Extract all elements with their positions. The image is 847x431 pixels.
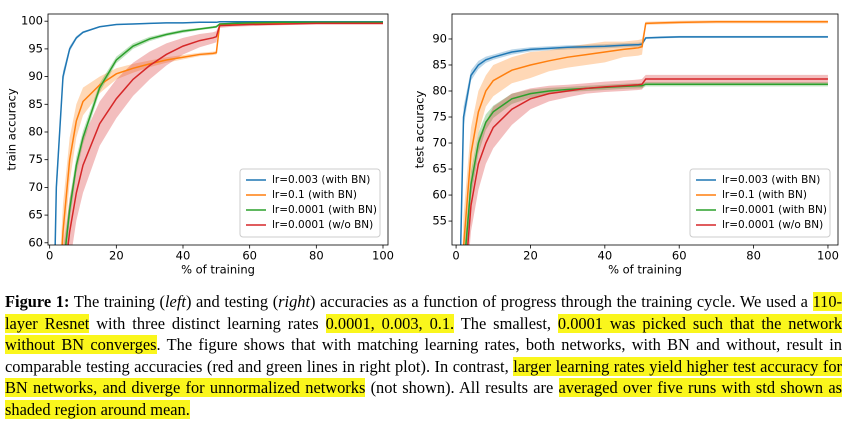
caption-text: right bbox=[278, 292, 311, 311]
legend-box bbox=[689, 168, 831, 238]
y-tick-label: 100 bbox=[21, 14, 43, 28]
y-tick-label: 65 bbox=[432, 162, 447, 176]
y-tick-label: 80 bbox=[432, 84, 447, 98]
legend-label: lr=0.1 (with BN) bbox=[722, 189, 807, 201]
std-band bbox=[54, 21, 383, 245]
x-tick-label: 20 bbox=[523, 249, 538, 263]
series-line bbox=[462, 21, 828, 245]
x-tick-label: 20 bbox=[109, 249, 124, 263]
x-tick-label: 40 bbox=[598, 249, 613, 263]
y-tick-label: 60 bbox=[432, 188, 447, 202]
figure: 0 20 40 60 80 100 60 65 70 75 80 85 90 95 100 % of trai… bbox=[5, 13, 839, 277]
caption-text: . The figure shows that with matching le… bbox=[5, 335, 842, 376]
y-tick-label: 75 bbox=[432, 110, 447, 124]
y-tick-label: 85 bbox=[432, 57, 447, 71]
plot-area bbox=[54, 21, 383, 245]
legend-label: lr=0.003 (with BN) bbox=[272, 174, 370, 186]
x-tick-label: 100 bbox=[372, 249, 394, 263]
legend-label: lr=0.0001 (w/o BN) bbox=[722, 219, 823, 231]
x-tick-label: 0 bbox=[452, 249, 459, 263]
std-band bbox=[60, 21, 383, 245]
y-tick-label: 75 bbox=[28, 152, 43, 166]
caption-text: left bbox=[165, 292, 186, 311]
axes-frame bbox=[47, 13, 389, 246]
x-tick-label: 40 bbox=[176, 249, 191, 263]
axes-frame bbox=[451, 13, 839, 246]
y-tick-label: 65 bbox=[28, 208, 43, 222]
y-tick-label: 95 bbox=[28, 41, 43, 55]
series-line bbox=[459, 36, 828, 245]
x-tick-label: 80 bbox=[309, 249, 324, 263]
y-tick-label: 55 bbox=[432, 214, 447, 228]
std-band bbox=[63, 22, 383, 245]
highlighted-text: 0.0001, 0.003, 0.1. bbox=[325, 313, 455, 333]
y-tick-label: 85 bbox=[28, 97, 43, 111]
x-tick-label: 60 bbox=[242, 249, 257, 263]
plot-area bbox=[459, 20, 828, 245]
series-line bbox=[67, 22, 383, 245]
legend-box bbox=[239, 168, 381, 238]
caption-text: The smallest, bbox=[454, 313, 558, 333]
caption-label: Figure 1: bbox=[5, 292, 70, 311]
caption-text: The training ( bbox=[69, 292, 165, 311]
series-line bbox=[467, 78, 828, 245]
caption-text: (not shown). All results are bbox=[365, 378, 559, 397]
x-axis-label: % of training bbox=[608, 263, 682, 277]
legend-label: lr=0.0001 (w/o BN) bbox=[272, 219, 373, 231]
y-tick-label: 80 bbox=[28, 124, 43, 138]
y-axis-label: test accuracy bbox=[413, 90, 427, 168]
x-tick-label: 0 bbox=[46, 249, 53, 263]
series-line bbox=[54, 21, 383, 245]
series-line bbox=[65, 21, 383, 245]
x-tick-label: 100 bbox=[817, 249, 839, 263]
caption-text: ) accuracies as a function of progress t… bbox=[310, 292, 813, 311]
legend-label: lr=0.0001 (with BN) bbox=[272, 204, 377, 216]
y-axis-label: train accuracy bbox=[5, 88, 19, 171]
legend-label: lr=0.003 (with BN) bbox=[722, 174, 820, 186]
y-tick-label: 90 bbox=[432, 31, 447, 45]
series-line bbox=[61, 21, 383, 245]
legend-label: lr=0.1 (with BN) bbox=[272, 189, 357, 201]
y-tick-label: 60 bbox=[28, 235, 43, 249]
legend-label: lr=0.0001 (with BN) bbox=[722, 204, 827, 216]
y-tick-label: 70 bbox=[28, 180, 43, 194]
caption-text: ) and testing ( bbox=[185, 292, 279, 311]
y-tick-label: 70 bbox=[432, 136, 447, 150]
x-axis-label: % of training bbox=[181, 263, 255, 277]
x-tick-label: 60 bbox=[672, 249, 687, 263]
y-tick-label: 90 bbox=[28, 69, 43, 83]
std-band bbox=[64, 21, 383, 245]
caption: Figure 1: The training (left) and testin… bbox=[5, 291, 843, 420]
caption-text: with three distinct learning rates bbox=[89, 313, 326, 333]
x-tick-label: 80 bbox=[746, 249, 761, 263]
